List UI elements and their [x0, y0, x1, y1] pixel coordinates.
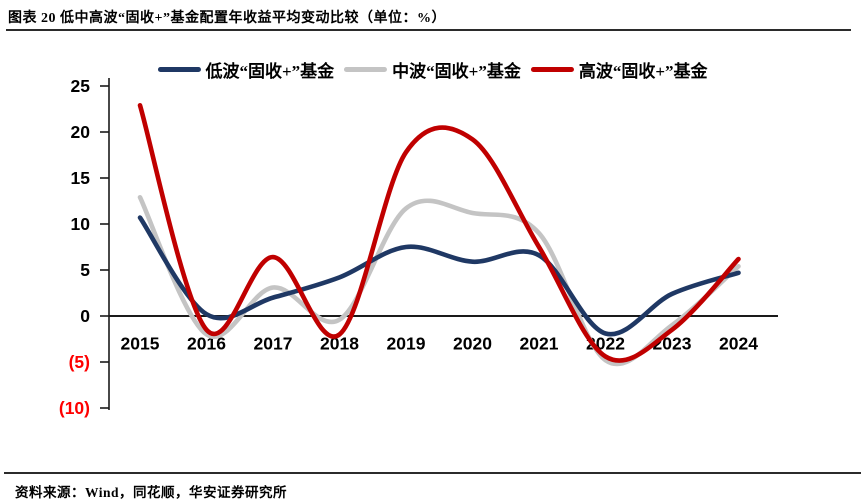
y-tick-label: 10 [71, 214, 91, 234]
footer-divider [4, 472, 861, 474]
x-tick-label: 2020 [453, 334, 492, 354]
legend-label-low-vol: 低波“固收+”基金 [205, 62, 335, 81]
y-tick-label: (10) [59, 398, 90, 418]
legend-swatch-low-vol-icon [157, 67, 201, 72]
legend-item-high-vol: 高波“固收+”基金 [530, 57, 708, 82]
source-note: 资料来源：Wind，同花顺，华安证券研究所 [15, 485, 288, 500]
series-line-2 [137, 103, 741, 363]
legend-item-mid-vol: 中波“固收+”基金 [344, 57, 521, 82]
page-title: 图表 20 低中高波“固收+”基金配置年收益平均变动比较（单位：%） [8, 11, 446, 26]
legend-label-mid-vol: 中波“固收+”基金 [392, 62, 521, 81]
y-tick-label: 0 [80, 306, 90, 326]
legend-item-low-vol: 低波“固收+”基金 [157, 57, 334, 82]
x-tick-label: 2018 [320, 334, 359, 354]
legend-swatch-mid-vol-icon [344, 67, 388, 72]
y-tick-label: (5) [69, 352, 90, 372]
legend-swatch-high-vol-icon [530, 67, 574, 72]
series-line-1 [137, 195, 741, 367]
title-divider [6, 29, 851, 31]
y-tick-label: 25 [71, 76, 91, 96]
legend-label-high-vol: 高波“固收+”基金 [578, 62, 708, 81]
y-tick-label: 20 [71, 122, 91, 142]
x-tick-label: 2021 [520, 334, 559, 354]
chart-legend: 低波“固收+”基金 中波“固收+”基金 高波“固收+”基金 [157, 57, 708, 82]
y-tick-label: 5 [80, 260, 90, 280]
x-tick-label: 2017 [254, 334, 293, 354]
x-tick-label: 2019 [387, 334, 426, 354]
x-tick-label: 2015 [121, 334, 160, 354]
y-tick-label: 15 [71, 168, 91, 188]
x-tick-label: 2024 [719, 334, 758, 354]
